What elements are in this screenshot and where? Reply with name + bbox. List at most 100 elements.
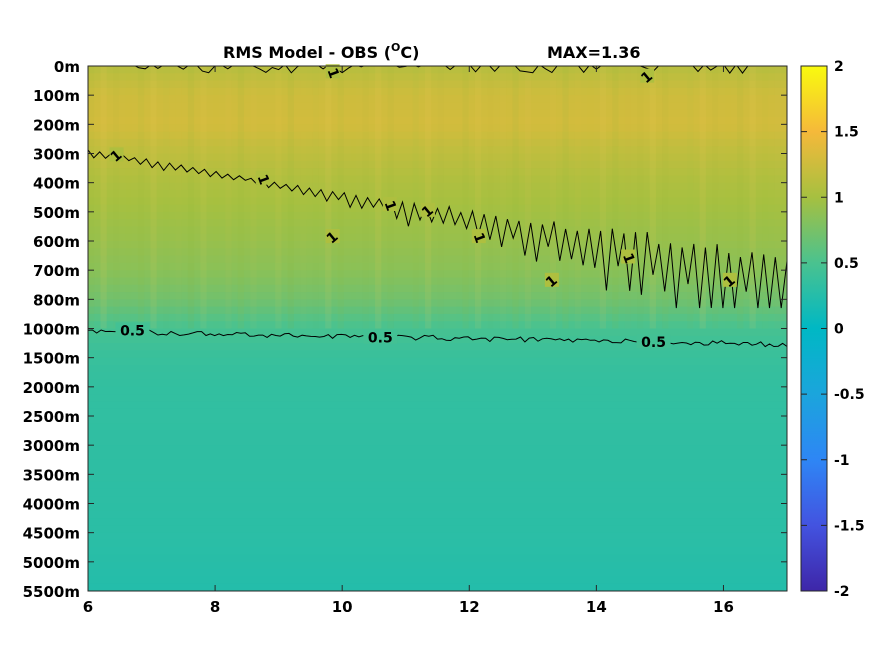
colorbar-tick-label: -0.5 (834, 387, 865, 403)
texture-stripe (649, 66, 656, 329)
heatmap-band (88, 467, 787, 475)
heatmap-band (88, 95, 787, 104)
contour-label: 0.5 (120, 323, 145, 339)
texture-stripe (237, 66, 245, 329)
texture-stripe (287, 66, 294, 329)
heatmap-band (88, 313, 787, 322)
y-tick-label: 500m (33, 204, 80, 222)
heatmap-band (88, 481, 787, 490)
heatmap-band (88, 175, 787, 184)
texture-stripe (462, 66, 469, 329)
texture-stripe (313, 66, 319, 329)
texture-stripe (213, 66, 219, 329)
texture-stripe (200, 66, 207, 329)
texture-stripe (637, 66, 643, 329)
contour-label: 0.5 (368, 331, 393, 347)
y-tick-label: 100m (33, 87, 80, 105)
contour-label-bg (640, 68, 655, 83)
heatmap-band (88, 430, 787, 439)
heatmap-band (88, 445, 787, 454)
heatmap-band (88, 233, 787, 242)
heatmap-band (88, 423, 787, 432)
y-tick-label: 5500m (23, 583, 80, 601)
contour-label-bg (255, 170, 270, 185)
x-tick-label: 12 (459, 598, 480, 616)
texture-stripe (587, 66, 593, 329)
contour-label-bg (115, 322, 150, 337)
heatmap-band (88, 343, 787, 351)
heatmap-band (88, 554, 787, 563)
heatmap-band (88, 219, 787, 228)
texture-stripe (749, 66, 756, 329)
colorbar-ticks: 2 1.5 1 0.5 0 -0.5 -1 -1.5 -2 (801, 59, 865, 600)
texture-stripe (225, 66, 232, 329)
y-tick-label: 4500m (23, 525, 80, 543)
contour-label-bg (544, 272, 559, 287)
texture-stripe (662, 66, 669, 329)
texture-stripe (137, 66, 145, 329)
texture-stripe (88, 66, 95, 329)
colorbar-tick-label: 1.5 (834, 125, 859, 141)
colorbar-tick-label: -2 (834, 584, 850, 600)
texture-stripe (575, 66, 581, 329)
heatmap-band (88, 437, 787, 446)
heatmap-band (88, 226, 787, 235)
colorbar-tick-label: -1.5 (834, 518, 865, 534)
heatmap-band (88, 131, 787, 140)
y-tick-label: 1500m (23, 350, 80, 368)
contour-label-bg (109, 147, 124, 162)
texture-stripe (438, 66, 444, 329)
texture-stripe (187, 66, 195, 329)
heatmap-band (88, 189, 787, 198)
heatmap-band (88, 73, 787, 82)
heatmap-band (88, 117, 787, 125)
heatmap-band (88, 284, 787, 293)
texture-stripe (487, 66, 493, 329)
heatmap-band (88, 510, 787, 519)
y-tick-label: 2000m (23, 379, 80, 397)
texture-stripe (562, 66, 569, 329)
texture-stripe (263, 66, 269, 329)
x-tick-label: 10 (332, 598, 353, 616)
heatmap-band (88, 525, 787, 534)
texture-stripe (474, 66, 482, 329)
texture-stripe (712, 66, 719, 329)
heatmap-band (88, 488, 787, 497)
heatmap-band (88, 299, 787, 308)
texture-stripe (512, 66, 519, 329)
heatmap-band (88, 211, 787, 220)
heatmap-band (88, 255, 787, 264)
heatmap-band (88, 321, 787, 330)
texture-stripe (175, 66, 181, 329)
contour-label-bg (636, 334, 671, 349)
heatmap-band (88, 138, 787, 147)
texture-stripe (375, 66, 382, 329)
texture-stripe (412, 66, 419, 329)
texture-stripe (599, 66, 607, 329)
texture-stripe (125, 66, 131, 329)
heatmap-band (88, 474, 787, 483)
contour-label: 0.5 (641, 335, 666, 351)
heatmap-band (88, 350, 787, 359)
heatmap-band (88, 416, 787, 424)
y-tick-label: 3500m (23, 466, 80, 484)
y-tick-label: 0m (54, 58, 80, 76)
heatmap-band (88, 357, 787, 366)
texture-stripe (100, 66, 107, 329)
heatmap-band (88, 277, 787, 286)
heatmap-band (88, 547, 787, 556)
texture-stripe (524, 66, 532, 329)
heatmap-band (88, 539, 787, 548)
y-tick-label: 800m (33, 291, 80, 309)
heatmap-band (88, 459, 787, 468)
heatmap-band (88, 168, 787, 176)
heatmap-band (88, 576, 787, 585)
contour-label-bg (471, 229, 486, 244)
y-tick-label: 1000m (23, 321, 80, 339)
heatmap-band (88, 569, 787, 578)
contour-line-1 (88, 149, 787, 309)
heatmap-band (88, 241, 787, 249)
y-tick-label: 4000m (23, 496, 80, 514)
texture-stripe (737, 66, 744, 329)
